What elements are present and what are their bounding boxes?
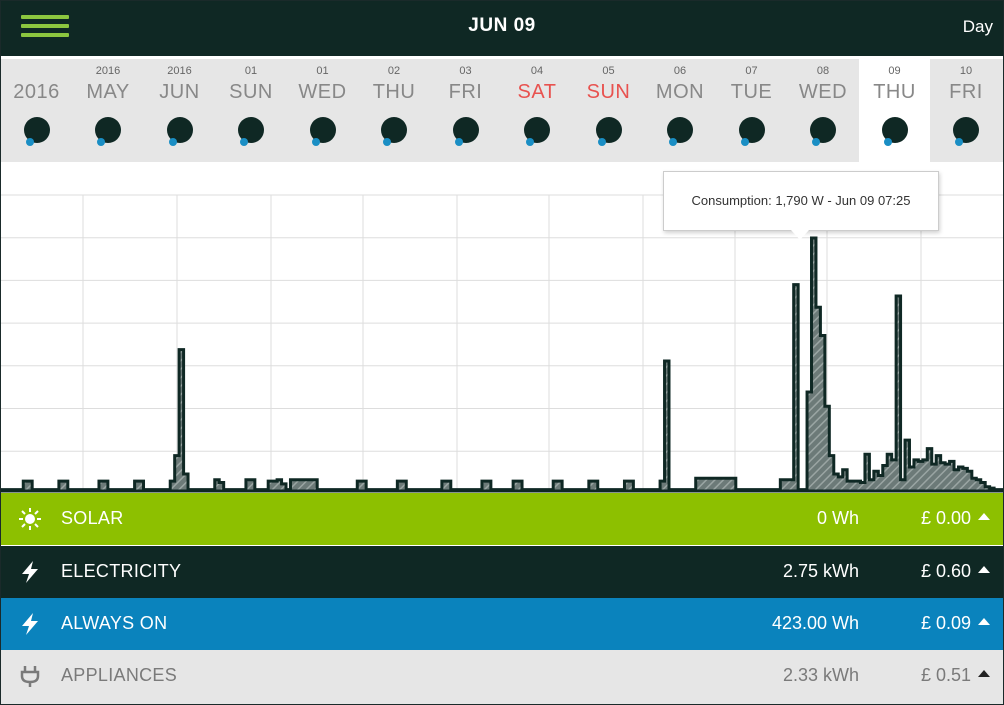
top-bar: JUN 09 Day [1,1,1003,56]
date-cell-number: 03 [459,65,472,77]
summary-row-appliances[interactable]: APPLIANCES 2.33 kWh £ 0.51 [1,650,1003,704]
usage-subdot-icon [383,138,391,146]
date-cell-label: WED [798,81,848,103]
date-cell[interactable]: 05 SUN [573,59,644,162]
date-cell[interactable]: 2016 JUN [144,59,215,162]
date-cell[interactable]: 06 MON [645,59,716,162]
usage-subdot-icon [669,138,677,146]
summary-cost: £ 0.00 [920,508,971,528]
summary-amount: 0 Wh [816,508,859,528]
summary-label: ELECTRICITY [61,561,182,581]
date-cell[interactable]: 01 SUN [216,59,287,162]
date-cell-number: 07 [745,65,758,77]
summary-label: APPLIANCES [61,665,178,685]
date-cell-label: JUN [159,81,200,103]
usage-subdot-icon [955,138,963,146]
summary-row-electricity[interactable]: ELECTRICITY 2.75 kWh £ 0.60 [1,546,1003,598]
summary-cost: £ 0.09 [920,613,971,633]
summary-cost: £ 0.51 [920,665,971,685]
sun-icon [17,506,43,532]
date-cell-number [1,65,72,78]
date-cell-number: 01 [244,65,258,77]
date-cell[interactable]: 2016 MAY [73,59,144,162]
date-cell[interactable]: 04 SAT [502,59,573,162]
date-cell-number: 2016 [95,65,121,77]
summary-label: SOLAR [61,508,124,528]
summary-amount: 423.00 Wh [771,613,859,633]
date-cell-number: 10 [959,65,973,77]
date-cell[interactable]: 02 THU [359,59,430,162]
summary-cost: £ 0.60 [920,561,971,581]
summary-row-always-on[interactable]: ALWAYS ON 423.00 Wh £ 0.09 [1,598,1003,650]
usage-subdot-icon [597,138,606,146]
chart-tooltip: Consumption: 1,790 W - Jun 09 07:25 [663,171,939,231]
tooltip-pointer [791,230,809,240]
date-cell-label: TUE [730,81,773,103]
usage-subdot-icon [740,138,749,146]
date-cell-label: SAT [517,81,557,103]
date-cell-number: 06 [673,65,687,77]
usage-subdot-icon [168,138,177,146]
expand-arrow-icon[interactable] [978,566,990,573]
date-cell[interactable]: 03 FRI [430,59,501,162]
date-cell-label: MAY [86,81,130,103]
expand-arrow-icon[interactable] [978,670,990,677]
date-cell-label: SUN [586,81,631,103]
consumption-series [1,236,1003,493]
date-cell-number: 09 [888,65,901,77]
plug-icon [17,663,43,689]
date-cell-number: 08 [816,65,830,77]
usage-subdot-icon [454,138,463,146]
view-mode-selector[interactable]: Day [962,17,993,36]
usage-subdot-icon [311,138,320,146]
summary-label: ALWAYS ON [61,613,168,633]
summary-amount: 2.75 kWh [782,561,859,581]
date-cell-label: FRI [448,81,483,103]
date-cell-number: 05 [602,65,615,77]
date-cell-number: 2016 [167,65,192,77]
date-cell-label: THU [372,81,416,103]
date-cell[interactable]: 01 WED [287,59,358,162]
date-cell-number: 04 [530,65,544,77]
usage-subdot-icon [25,138,34,146]
date-cell[interactable]: 10 FRI [931,59,1002,162]
usage-subdot-icon [812,138,820,146]
date-cell-label: THU [873,81,916,103]
date-cell[interactable]: 2016 [1,59,72,162]
lightning-bolt-icon [17,559,43,585]
expand-arrow-icon[interactable] [978,513,990,520]
date-cell-number: 01 [316,65,329,77]
date-cell-label: FRI [949,81,983,103]
page-title: JUN 09 [468,15,536,36]
summary-amount: 2.33 kWh [782,665,859,685]
usage-subdot-icon [97,138,105,146]
summary-row-solar[interactable]: SOLAR 0 Wh £ 0.00 [1,493,1003,545]
date-cell-number: 02 [387,65,401,77]
date-cell-label: SUN [229,81,273,103]
date-cell-label: MON [655,81,705,103]
date-cell-label: 2016 [13,81,60,103]
date-cell-label: WED [298,81,347,103]
expand-arrow-icon[interactable] [978,618,990,625]
date-strip: 2016 2016 MAY 2016 JUN 01 SUN 01 WED 02 THU 03 FRI 04… [1,59,1003,162]
usage-subdot-icon [240,138,248,146]
date-cell[interactable]: 09 THU [859,59,930,162]
date-cell[interactable]: 08 WED [788,59,859,162]
lightning-bolt-icon [17,611,43,637]
usage-subdot-icon [883,138,892,146]
hamburger-menu-icon[interactable] [21,15,69,41]
usage-subdot-icon [526,138,534,146]
date-cell[interactable]: 07 TUE [716,59,787,162]
